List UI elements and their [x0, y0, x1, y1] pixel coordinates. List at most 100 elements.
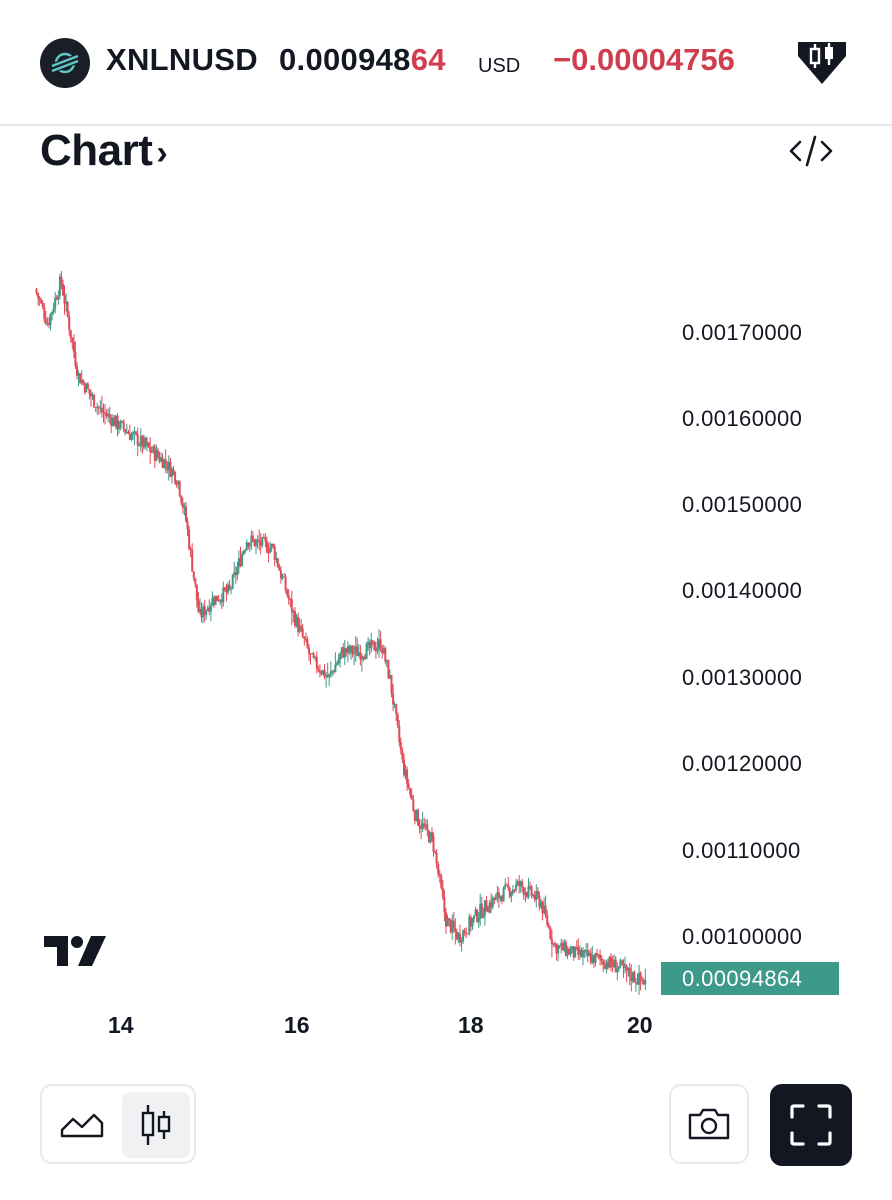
candle-body — [244, 550, 247, 552]
candle-body — [401, 750, 404, 760]
candle-body — [592, 955, 595, 963]
candle-body — [376, 647, 379, 651]
candlestick-badge-icon[interactable] — [794, 38, 850, 88]
candle-body — [494, 895, 497, 901]
candle-body — [276, 558, 279, 568]
candle-body — [191, 549, 194, 572]
candle-body — [360, 656, 363, 660]
candle-body — [258, 539, 261, 543]
camera-icon — [688, 1108, 730, 1140]
candle-body — [597, 954, 600, 956]
candle-body — [169, 461, 172, 477]
candle-body — [371, 640, 374, 642]
candle-body — [205, 610, 208, 616]
candle-body — [334, 664, 337, 673]
candle-body — [577, 947, 580, 955]
candle-body — [272, 544, 275, 547]
candle-body — [110, 417, 113, 426]
candle-body — [181, 503, 184, 508]
candle-body — [303, 636, 306, 639]
candle-body — [415, 810, 418, 821]
candle-body — [63, 295, 66, 304]
candle-body — [434, 851, 437, 853]
candle-body — [596, 953, 598, 955]
candle-body — [353, 652, 356, 655]
candle-body — [172, 469, 175, 472]
candle-body — [253, 539, 256, 546]
candle-body — [505, 884, 508, 886]
candle-body — [125, 432, 128, 433]
candle-body — [242, 551, 245, 555]
candle-body — [578, 950, 581, 955]
candle-body — [346, 646, 349, 653]
candle-body — [290, 599, 293, 613]
candle-body — [521, 881, 524, 888]
candle-body — [105, 413, 108, 417]
code-embed-icon[interactable] — [788, 134, 834, 168]
candle-body — [432, 836, 435, 852]
candle-body — [127, 432, 130, 434]
area-chart-icon — [60, 1113, 104, 1138]
fullscreen-button[interactable] — [770, 1084, 852, 1166]
candle-body — [206, 607, 209, 611]
candle-body — [88, 388, 91, 394]
candle-body — [297, 616, 300, 632]
candle-body — [93, 394, 96, 408]
candle-body — [636, 981, 639, 985]
candle-body — [406, 769, 409, 784]
candle-body — [108, 414, 111, 418]
candle-body — [80, 380, 83, 384]
candle-body — [300, 626, 303, 629]
candle-body — [315, 656, 318, 669]
candle-body — [85, 383, 88, 393]
tradingview-logo-icon[interactable] — [44, 935, 106, 967]
candle-body — [199, 609, 201, 612]
candle-body — [420, 826, 423, 829]
candle-body — [152, 446, 155, 453]
candle-body — [52, 308, 55, 312]
candle-body — [583, 950, 586, 953]
candle-body — [497, 892, 500, 899]
candle-body — [203, 606, 206, 616]
candle-body — [409, 788, 412, 795]
candle-body — [283, 576, 286, 578]
candle-body — [318, 670, 321, 673]
candle-body — [183, 506, 186, 508]
candle-body — [378, 639, 380, 648]
candle-body — [345, 648, 348, 653]
candle-body — [457, 933, 460, 940]
candle-body — [516, 881, 519, 885]
candle-body — [209, 605, 212, 612]
candle-body — [130, 434, 133, 440]
screenshot-button[interactable] — [669, 1084, 749, 1164]
candle-body — [320, 672, 323, 675]
candle-body — [438, 874, 441, 877]
candle-body — [166, 464, 169, 471]
candle-body — [524, 892, 527, 896]
y-axis-label: 0.00170000 — [682, 320, 803, 345]
candle-body — [617, 966, 620, 969]
symbol-name[interactable]: XNLNUSD — [106, 42, 258, 77]
chart-title: Chart — [40, 126, 153, 175]
candle-body — [311, 653, 314, 655]
candle-body — [547, 925, 550, 928]
area-chart-button[interactable] — [48, 1092, 116, 1158]
candle-body — [214, 595, 217, 605]
candle-body — [304, 638, 307, 640]
price-tail: 64 — [410, 42, 446, 77]
candle-body — [532, 895, 535, 897]
candle-body — [122, 421, 125, 430]
price-chart[interactable] — [0, 190, 892, 1050]
candle-body — [49, 314, 52, 325]
candle-body — [147, 442, 150, 448]
candle-body — [308, 647, 310, 654]
candle-body — [549, 927, 552, 939]
candle-body — [40, 299, 43, 303]
candle-body — [211, 597, 214, 606]
candle-body — [269, 547, 272, 553]
candle-body — [487, 911, 489, 913]
candle-body — [466, 933, 469, 935]
candle-body — [245, 542, 248, 550]
candles-button[interactable] — [122, 1092, 190, 1158]
chart-section-title[interactable]: Chart › — [40, 126, 168, 176]
